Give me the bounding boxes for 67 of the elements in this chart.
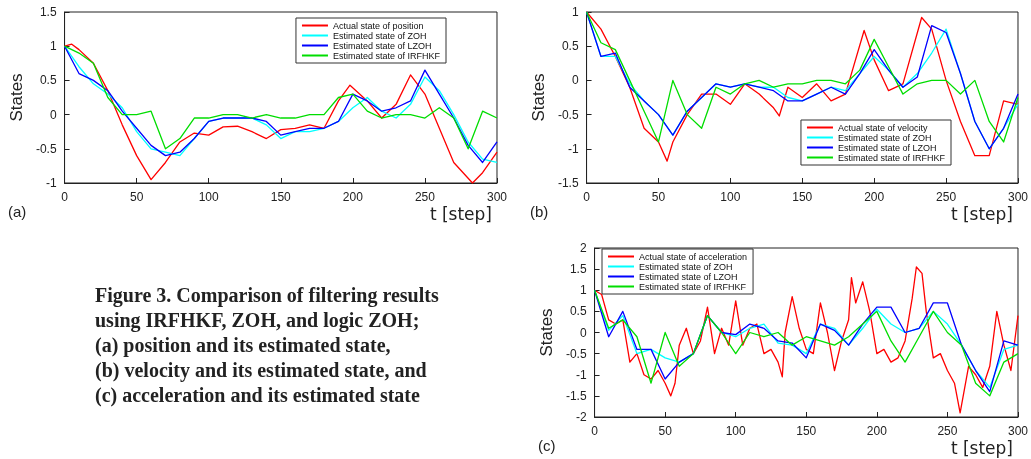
x-tick-label: 250 (936, 190, 957, 204)
y-tick-label: 1 (579, 283, 587, 298)
y-tick-label: -2 (575, 410, 587, 424)
x-tick-label: 150 (792, 190, 813, 204)
y-tick-label: 1.5 (39, 5, 57, 19)
legend-label: Estimated state of LZOH (639, 271, 738, 282)
legend-label: Estimated state of LZOH (837, 142, 937, 153)
x-tick-label: 300 (1007, 190, 1029, 204)
y-tick-label: 0.5 (561, 39, 579, 54)
x-axis-title: t [step] (950, 203, 1013, 224)
x-tick-label: 100 (725, 424, 747, 438)
x-tick-label: 50 (129, 190, 144, 204)
y-tick-label: -1.5 (565, 388, 587, 403)
legend-label: Estimated state of ZOH (837, 132, 932, 143)
x-tick-label: 150 (270, 190, 292, 204)
y-tick-label: 1.5 (569, 262, 587, 277)
x-tick-label: 50 (658, 424, 673, 438)
x-tick-label: 300 (486, 190, 508, 204)
y-tick-label: 0.5 (39, 73, 57, 88)
y-tick-label: -0.5 (557, 107, 579, 122)
y-tick-label: 1 (49, 39, 57, 54)
x-tick-label: 200 (342, 190, 364, 204)
x-tick-label: 200 (866, 424, 888, 438)
text: (c) acceleration and its estimated state (95, 383, 421, 408)
y-axis-title: States (529, 73, 548, 122)
text: (a) position and its estimated state, (95, 333, 392, 358)
x-tick-label: 200 (864, 190, 885, 204)
x-tick-label: 150 (796, 424, 817, 438)
legend-label: Estimated state of ZOH (332, 30, 427, 41)
x-tick-label: 100 (720, 190, 741, 204)
y-tick-label: 0 (571, 73, 579, 88)
y-tick-label: -1 (575, 367, 587, 382)
caption: Figure 3. Comparison of filtering results (95, 283, 440, 308)
text: (c) (538, 437, 556, 454)
text: (b) (530, 203, 549, 220)
y-tick-label: -1 (45, 176, 57, 190)
y-axis-title: States (7, 73, 26, 122)
y-tick-label: 0 (579, 325, 587, 340)
x-axis-title: t [step] (429, 203, 492, 224)
legend-label: Estimated state of ZOH (639, 261, 733, 272)
legend-label: Estimated state of LZOH (332, 40, 432, 51)
y-tick-label: -0.5 (35, 141, 57, 156)
x-tick-label: 0 (61, 190, 69, 204)
y-tick-label: 1 (571, 5, 579, 19)
y-tick-label: 2 (579, 241, 587, 255)
legend-label: Estimated state of IRFHKF (332, 50, 441, 61)
x-tick-label: 100 (198, 190, 220, 204)
x-tick-label: 250 (414, 190, 436, 204)
y-tick-label: -1 (567, 141, 579, 156)
text: (a) (8, 203, 27, 220)
text: (b) velocity and its estimated state, and (95, 358, 428, 383)
y-tick-label: 0.5 (569, 304, 587, 319)
legend-label: Actual state of acceleration (639, 251, 748, 262)
x-axis-title: t [step] (950, 437, 1013, 458)
y-tick-label: 0 (49, 107, 57, 122)
x-tick-label: 0 (591, 424, 599, 438)
x-tick-label: 250 (937, 424, 958, 438)
x-tick-label: 50 (651, 190, 666, 204)
y-tick-label: -1.5 (557, 176, 579, 190)
y-axis-title: States (537, 308, 556, 357)
y-tick-label: -0.5 (565, 346, 587, 361)
legend-label: Actual state of velocity (837, 122, 929, 133)
x-tick-label: 300 (1007, 424, 1029, 438)
legend-label: Estimated state of IRFHKF (639, 281, 747, 292)
legend-label: Estimated state of IRFHKF (837, 152, 946, 163)
text: using IRFHKF, ZOH, and logic ZOH; (95, 308, 421, 333)
legend-label: Actual state of position (332, 20, 424, 31)
